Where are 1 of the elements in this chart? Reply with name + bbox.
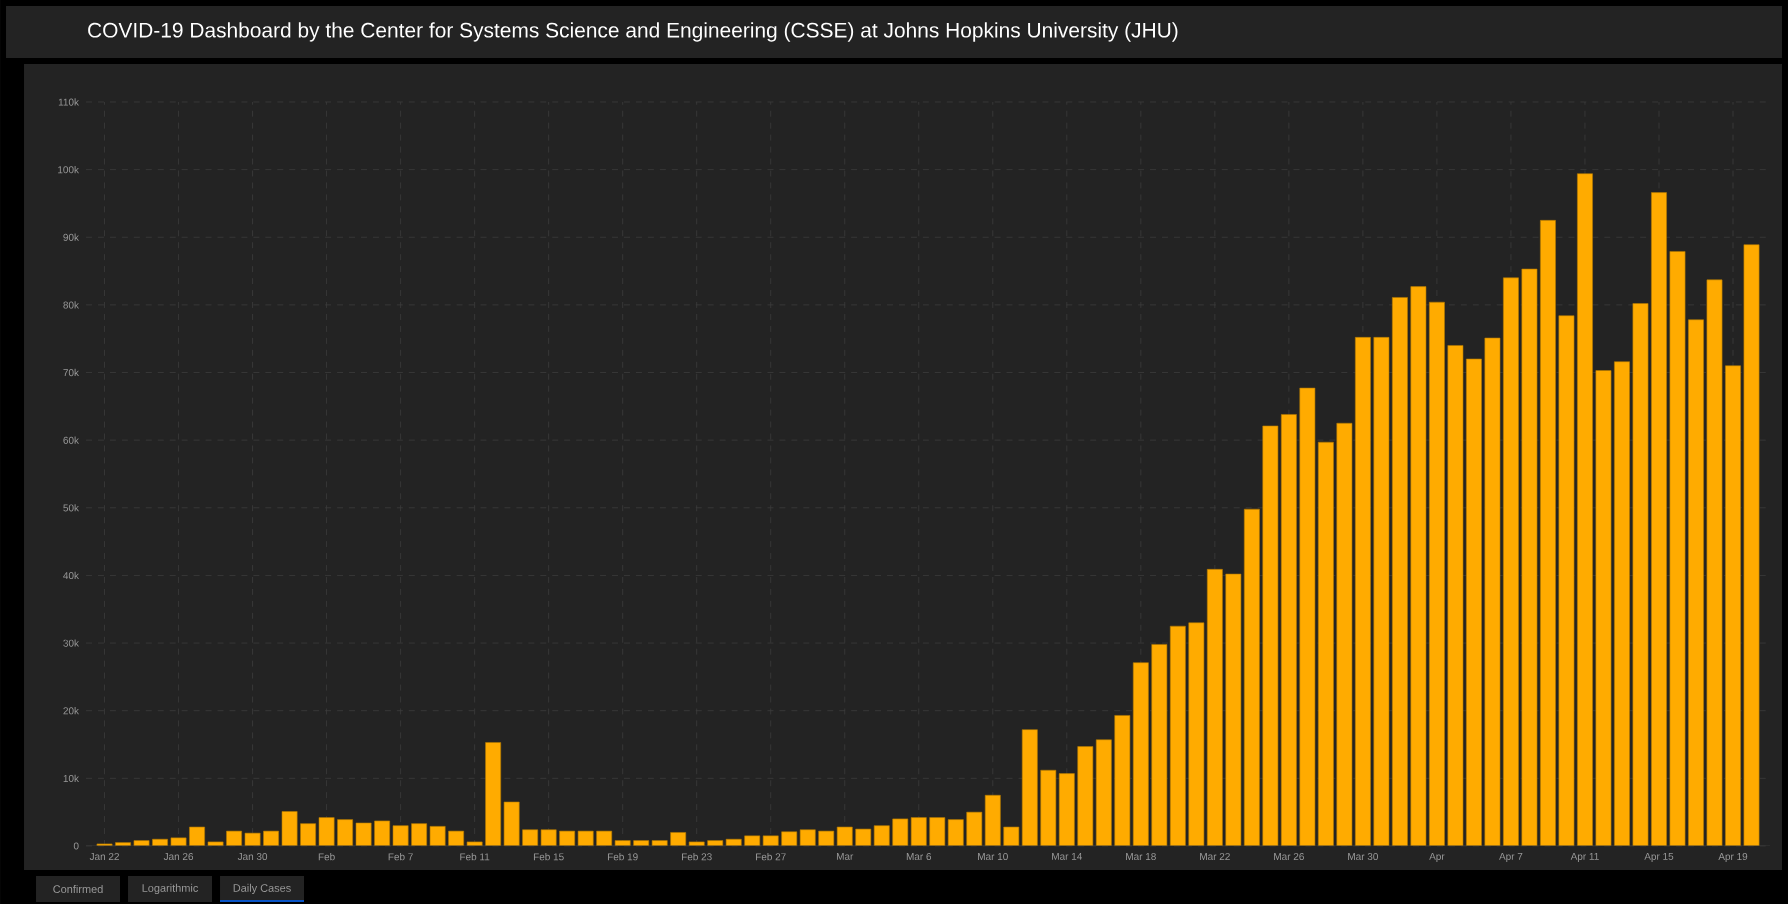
chart-title: COVID-19 Dashboard by the Center for Systems Science and Engineering (CSSE) at Johns Hopkins University (JHU): [88, 22, 1178, 42]
